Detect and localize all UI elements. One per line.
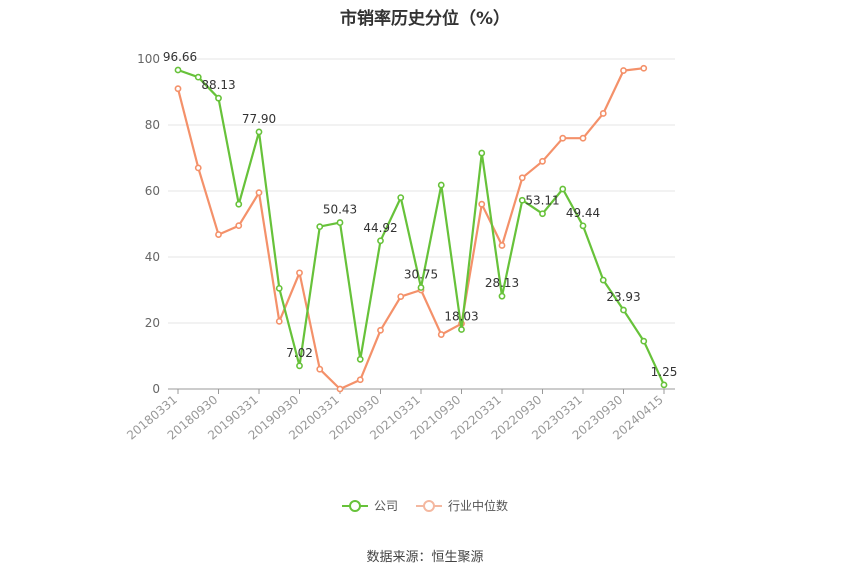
chart-title: 市销率历史分位（%） (339, 9, 511, 29)
data-point (275, 284, 283, 292)
data-point (498, 292, 506, 300)
data-point (215, 231, 222, 238)
data-point (377, 326, 384, 334)
data-point (539, 210, 546, 218)
data-point (296, 269, 303, 277)
data-point (275, 317, 283, 325)
data-point (174, 66, 182, 74)
data-point (478, 149, 486, 157)
data-point (316, 223, 324, 231)
data-point (539, 157, 546, 165)
data-point (559, 185, 567, 193)
data-label: 50.43 (323, 203, 357, 217)
data-point (417, 284, 425, 291)
data-point (194, 73, 202, 81)
data-point (620, 67, 627, 74)
data-point (235, 200, 243, 208)
data-label: 53.11 (525, 194, 559, 208)
data-point (599, 110, 607, 117)
grid-lines (168, 58, 675, 324)
y-tick-label: 60 (145, 184, 160, 198)
data-label: 28.13 (485, 276, 519, 290)
data-label: 96.66 (163, 50, 197, 64)
legend-item-industry-median[interactable]: 行业中位数 (416, 497, 508, 514)
series-layer (174, 64, 668, 393)
data-point (356, 355, 364, 363)
data-point (478, 200, 486, 208)
legend-swatch-company (341, 499, 368, 513)
data-point (579, 222, 587, 230)
data-point (356, 376, 364, 384)
data-point (174, 85, 182, 93)
legend-swatch-industry-median (416, 499, 442, 513)
data-point (498, 242, 506, 249)
data-labels: 96.66 88.13 77.90 7.02 50.43 44.92 30.75 18.03 2… (163, 50, 678, 379)
legend-label-industry-median: 行业中位数 (448, 499, 509, 513)
data-point (377, 237, 384, 245)
data-label: 18.03 (444, 310, 478, 324)
axes: 0204060801002018033120180930201903312019… (124, 52, 675, 443)
data-point (640, 337, 648, 345)
data-point (640, 64, 648, 72)
data-label: 88.13 (201, 78, 235, 92)
data-label: 77.90 (242, 112, 276, 126)
data-point (215, 94, 222, 102)
data-point (296, 362, 303, 370)
series-line-industry-median (176, 67, 644, 391)
data-label: 23.93 (606, 290, 640, 304)
data-label: 49.44 (566, 206, 600, 220)
data-point (620, 306, 627, 314)
data-point (194, 164, 202, 172)
data-label: 30.75 (404, 268, 438, 282)
legend: 公司 行业中位数 (0, 497, 850, 514)
data-point (336, 385, 344, 393)
data-point (255, 128, 263, 136)
data-point (660, 381, 668, 389)
data-point (518, 174, 526, 182)
y-tick-label: 40 (145, 250, 160, 264)
y-tick-label: 20 (145, 316, 160, 330)
data-point (437, 181, 445, 189)
legend-item-company[interactable]: 公司 (341, 497, 398, 514)
y-tick-label: 80 (145, 118, 160, 132)
data-point (579, 134, 587, 142)
data-label: 44.92 (363, 221, 397, 235)
data-point (316, 365, 324, 373)
data-point (255, 189, 263, 197)
data-point (336, 219, 344, 226)
data-point (458, 326, 465, 333)
data-point (397, 194, 405, 201)
legend-label-company: 公司 (373, 499, 398, 513)
data-point (235, 222, 243, 230)
data-point (599, 276, 607, 284)
data-point (518, 196, 526, 204)
data-point (559, 134, 567, 142)
data-point (437, 331, 445, 338)
data-label: 7.02 (286, 346, 313, 360)
y-tick-label: 100 (137, 52, 160, 66)
data-point (397, 293, 405, 300)
data-source: 数据来源：恒生聚源 (366, 550, 484, 565)
y-tick-label: 0 (152, 382, 160, 396)
data-label: 1.25 (651, 365, 678, 379)
